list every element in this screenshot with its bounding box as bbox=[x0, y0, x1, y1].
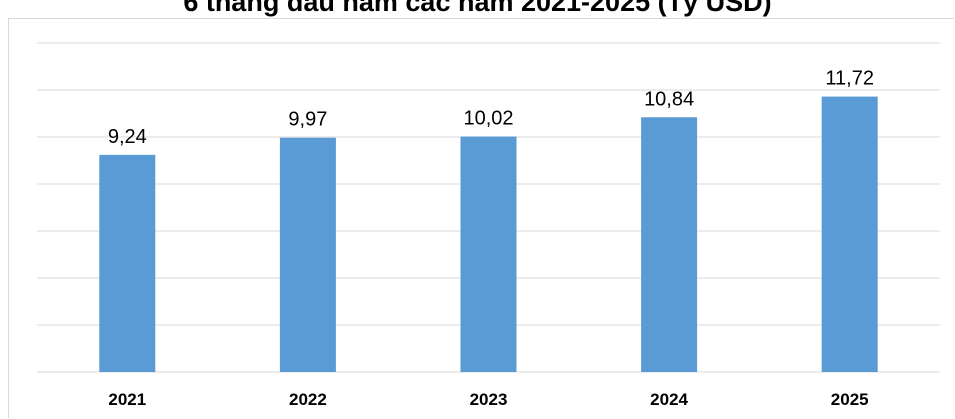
x-tick-label-2025: 2025 bbox=[831, 390, 869, 409]
bar-2021 bbox=[99, 154, 156, 372]
x-tick-label-2024: 2024 bbox=[650, 390, 688, 409]
data-label-2024: 10,84 bbox=[644, 88, 694, 110]
data-label-2021: 9,24 bbox=[108, 126, 147, 148]
x-tick-label-2022: 2022 bbox=[289, 390, 327, 409]
data-label-2025: 11,72 bbox=[825, 68, 874, 90]
data-label-2022: 9,97 bbox=[288, 109, 327, 131]
bar-2025 bbox=[821, 96, 878, 372]
x-tick-label-2023: 2023 bbox=[470, 390, 508, 409]
x-tick-label-2021: 2021 bbox=[108, 390, 146, 409]
chart-area bbox=[8, 18, 954, 418]
chart-title: 6 tháng đầu năm các năm 2021-2025 (Tỷ US… bbox=[183, 0, 772, 17]
bar-2022 bbox=[279, 137, 336, 372]
data-label-2023: 10,02 bbox=[463, 108, 513, 130]
bar-2024 bbox=[641, 117, 698, 372]
bar-2023 bbox=[460, 136, 517, 372]
